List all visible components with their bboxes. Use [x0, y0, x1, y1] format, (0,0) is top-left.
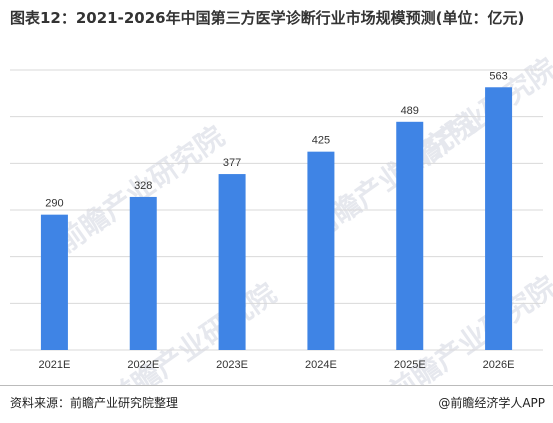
- tick-label-2024E: 2024E: [305, 359, 337, 371]
- bar-2024E: [307, 151, 335, 350]
- data-label-2026E: 563: [489, 70, 507, 82]
- source-note: 资料来源：前瞻产业研究院整理: [10, 396, 179, 410]
- footer: 资料来源：前瞻产业研究院整理 @前瞻经济学人APP: [0, 385, 553, 423]
- gridlines: [10, 69, 543, 351]
- x-axis-ticks: 2021E 2022E 2023E 2024E 2025E 2026E: [39, 359, 515, 371]
- data-label-2024E: 425: [312, 135, 330, 147]
- data-labels: 290 328 377 425 489 563: [45, 70, 508, 209]
- credit-note: @前瞻经济学人APP: [438, 396, 545, 410]
- bar-2023E: [218, 174, 246, 350]
- bar-2022E: [129, 196, 157, 350]
- bar-2026E: [485, 87, 513, 351]
- data-label-2021E: 290: [45, 198, 63, 210]
- chart-title: 图表12：2021-2026年中国第三方医学诊断行业市场规模预测(单位：亿元): [10, 9, 525, 27]
- tick-label-2023E: 2023E: [216, 359, 248, 371]
- tick-label-2026E: 2026E: [483, 359, 515, 371]
- data-label-2025E: 489: [401, 105, 419, 117]
- bars: [40, 87, 513, 351]
- tick-label-2021E: 2021E: [39, 359, 71, 371]
- data-label-2022E: 328: [134, 180, 152, 192]
- tick-label-2022E: 2022E: [127, 359, 159, 371]
- data-label-2023E: 377: [223, 157, 241, 169]
- tick-label-2025E: 2025E: [394, 359, 426, 371]
- bar-2025E: [396, 121, 424, 350]
- bar-2021E: [40, 214, 68, 350]
